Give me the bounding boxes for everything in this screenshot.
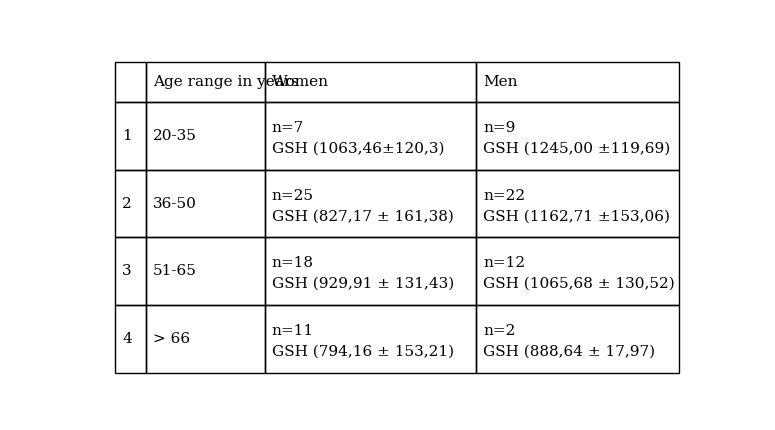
Text: 3: 3 [122,264,132,278]
Text: n=25
GSH (827,17 ± 161,38): n=25 GSH (827,17 ± 161,38) [272,189,453,223]
Bar [264,237,476,305]
Text: Age range in years: Age range in years [153,75,299,89]
Text: 1: 1 [122,129,132,143]
Bar [115,170,146,237]
Text: 4: 4 [122,332,132,346]
Bar [146,170,264,237]
Text: > 66: > 66 [153,332,191,346]
Bar [264,61,476,102]
Bar [264,170,476,237]
Bar [476,102,680,170]
Bar [476,305,680,373]
Bar [264,305,476,373]
Text: n=2
GSH (888,64 ± 17,97): n=2 GSH (888,64 ± 17,97) [484,324,656,359]
Text: Men: Men [484,75,518,89]
Bar [115,237,146,305]
Text: n=12
GSH (1065,68 ± 130,52): n=12 GSH (1065,68 ± 130,52) [484,256,675,291]
Text: 51-65: 51-65 [153,264,197,278]
Text: 2: 2 [122,197,132,211]
Text: n=11
GSH (794,16 ± 153,21): n=11 GSH (794,16 ± 153,21) [272,324,454,359]
Bar [115,102,146,170]
Bar [476,170,680,237]
Bar [146,237,264,305]
Text: n=9
GSH (1245,00 ±119,69): n=9 GSH (1245,00 ±119,69) [484,121,670,156]
Bar [146,102,264,170]
Text: n=7
GSH (1063,46±120,3): n=7 GSH (1063,46±120,3) [272,121,444,156]
Text: 20-35: 20-35 [153,129,197,143]
Bar [264,102,476,170]
Bar [115,305,146,373]
Bar [146,305,264,373]
Bar [476,61,680,102]
Text: Women: Women [272,75,329,89]
Bar [146,61,264,102]
Bar [476,237,680,305]
Text: 36-50: 36-50 [153,197,197,211]
Text: n=18
GSH (929,91 ± 131,43): n=18 GSH (929,91 ± 131,43) [272,256,454,291]
Text: n=22
GSH (1162,71 ±153,06): n=22 GSH (1162,71 ±153,06) [484,189,670,223]
Bar [115,61,146,102]
